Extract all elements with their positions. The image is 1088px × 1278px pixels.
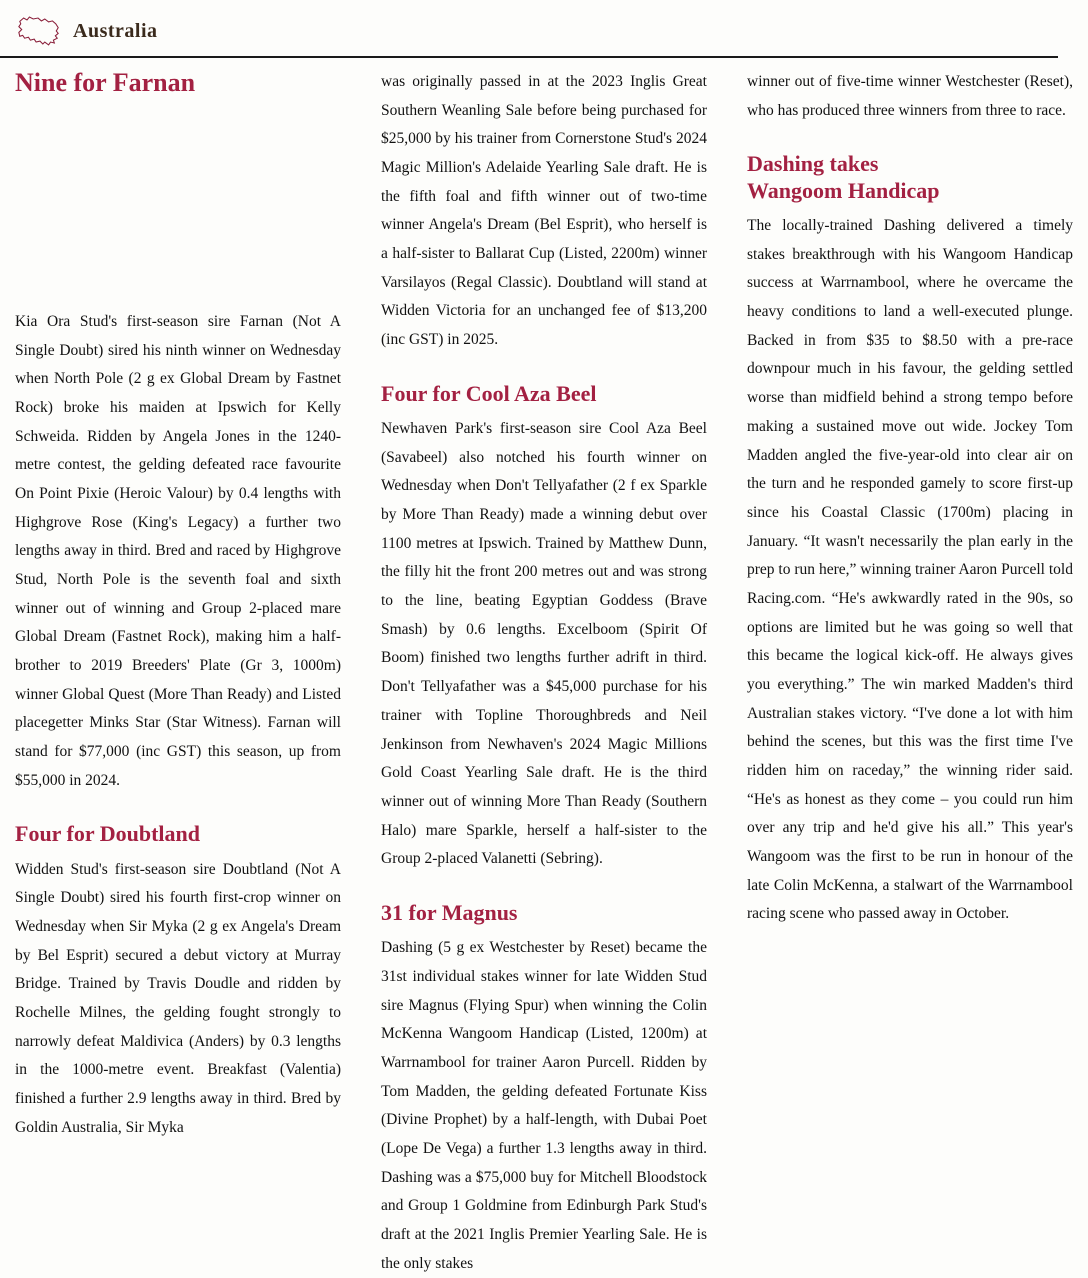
article-columns: Nine for Farnan Kia Ora Stud's first-sea…	[0, 68, 1088, 1278]
paragraph-magnus-1: Dashing (5 g ex Westchester by Reset) be…	[381, 934, 707, 1278]
region-label: Australia	[73, 20, 158, 43]
paragraph-cool-aza-beel-1: Newhaven Park's first-season sire Cool A…	[381, 415, 707, 874]
column-2: was originally passed in at the 2023 Ing…	[381, 68, 707, 1278]
column-3: winner out of five-time winner Westchest…	[747, 68, 1073, 1278]
column-1-spacer	[15, 108, 341, 308]
subhead-line-1: Dashing takes	[747, 151, 878, 176]
column-1: Nine for Farnan Kia Ora Stud's first-sea…	[15, 68, 341, 1278]
subhead-line-2: Wangoom Handicap	[747, 178, 940, 203]
subhead-dashing-takes-wangoom: Dashing takes Wangoom Handicap	[747, 151, 1073, 204]
masthead: Australia	[0, 14, 320, 56]
subhead-four-for-cool-aza-beel: Four for Cool Aza Beel	[381, 381, 707, 407]
paragraph-magnus-cont: winner out of five-time winner Westchest…	[747, 68, 1073, 125]
subhead-31-for-magnus: 31 for Magnus	[381, 900, 707, 926]
australia-outline-icon	[15, 14, 63, 48]
paragraph-doubtland-cont: was originally passed in at the 2023 Ing…	[381, 68, 707, 355]
paragraph-wangoom-1: The locally-trained Dashing delivered a …	[747, 212, 1073, 929]
paragraph-doubtland-1: Widden Stud's first-season sire Doubtlan…	[15, 856, 341, 1143]
paragraph-farnan-1: Kia Ora Stud's first-season sire Farnan …	[15, 308, 341, 795]
subhead-four-for-doubtland: Four for Doubtland	[15, 821, 341, 847]
headline-nine-for-farnan: Nine for Farnan	[15, 68, 341, 98]
newspaper-page: Australia Nine for Farnan Kia Ora Stud's…	[0, 0, 1088, 1270]
masthead-divider	[0, 56, 1058, 58]
